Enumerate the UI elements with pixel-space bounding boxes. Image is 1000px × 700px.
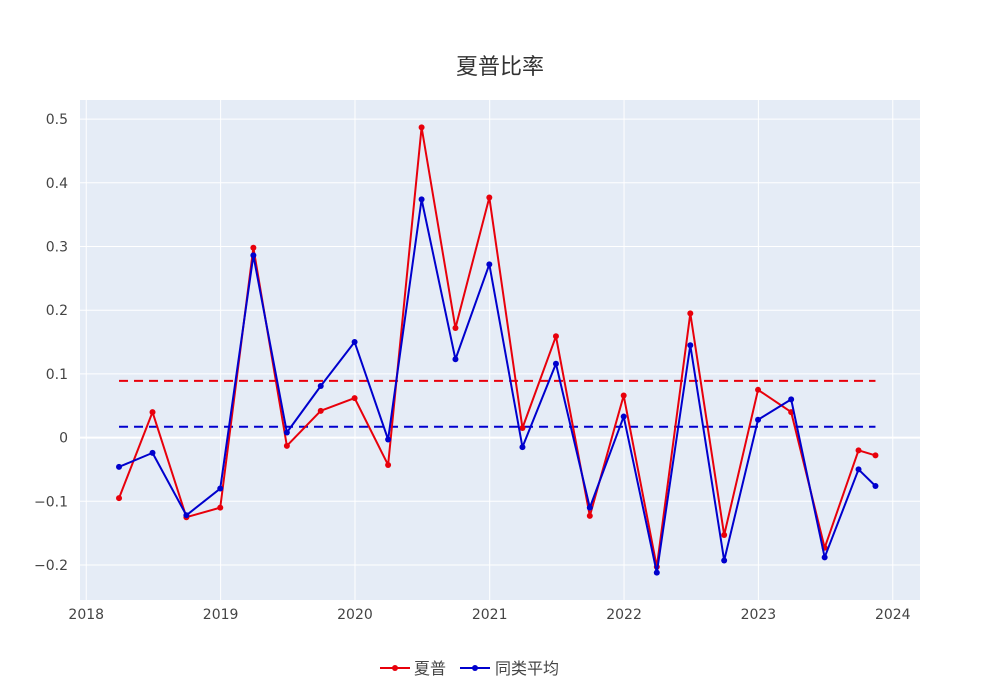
legend-label: 夏普 bbox=[414, 659, 446, 678]
data-point[interactable] bbox=[721, 532, 728, 539]
data-point[interactable] bbox=[821, 554, 828, 561]
data-point[interactable] bbox=[872, 482, 879, 489]
legend-item[interactable]: 夏普 bbox=[380, 659, 446, 678]
data-point[interactable] bbox=[217, 504, 224, 511]
series-group bbox=[116, 196, 879, 576]
data-point[interactable] bbox=[317, 382, 324, 389]
data-point[interactable] bbox=[418, 124, 425, 131]
data-point[interactable] bbox=[250, 244, 257, 251]
data-point[interactable] bbox=[552, 333, 559, 340]
data-point[interactable] bbox=[586, 512, 593, 519]
data-point[interactable] bbox=[552, 360, 559, 367]
data-point[interactable] bbox=[116, 463, 123, 470]
data-point[interactable] bbox=[721, 557, 728, 564]
x-tick-label: 2018 bbox=[68, 607, 104, 623]
data-point[interactable] bbox=[755, 386, 762, 393]
data-point[interactable] bbox=[183, 512, 190, 519]
y-tick-label: 0.3 bbox=[46, 239, 68, 255]
data-point[interactable] bbox=[519, 444, 526, 451]
data-point[interactable] bbox=[217, 485, 224, 492]
data-point[interactable] bbox=[519, 425, 526, 432]
x-tick-label: 2024 bbox=[875, 607, 911, 623]
data-point[interactable] bbox=[586, 504, 593, 511]
data-point[interactable] bbox=[653, 569, 660, 576]
legend-swatch-marker bbox=[472, 665, 478, 671]
y-tick-label: −0.2 bbox=[34, 558, 68, 574]
x-axis-ticks: 2018 2019 2020 2021 2022 2023 2024 bbox=[68, 607, 910, 623]
legend-label: 同类平均 bbox=[495, 659, 559, 678]
data-point[interactable] bbox=[317, 407, 324, 414]
y-axis-ticks: −0.2 −0.1 0 0.1 0.2 0.3 0.4 0.5 bbox=[34, 112, 68, 574]
y-tick-label: 0.1 bbox=[46, 367, 68, 383]
legend: 夏普 同类平均 bbox=[380, 659, 559, 678]
y-tick-label: −0.1 bbox=[34, 494, 68, 510]
x-tick-label: 2022 bbox=[606, 607, 642, 623]
data-point[interactable] bbox=[149, 449, 156, 456]
data-point[interactable] bbox=[250, 252, 257, 259]
series-layer bbox=[116, 124, 879, 576]
data-point[interactable] bbox=[872, 452, 879, 459]
legend-swatch-marker bbox=[392, 665, 398, 671]
data-point[interactable] bbox=[452, 356, 459, 363]
data-point[interactable] bbox=[351, 395, 358, 402]
data-point[interactable] bbox=[385, 436, 392, 443]
x-tick-label: 2023 bbox=[741, 607, 777, 623]
data-point[interactable] bbox=[755, 416, 762, 423]
data-point[interactable] bbox=[788, 396, 795, 403]
data-point[interactable] bbox=[855, 466, 862, 473]
data-point[interactable] bbox=[116, 495, 123, 502]
data-point[interactable] bbox=[452, 325, 459, 332]
x-tick-label: 2021 bbox=[472, 607, 508, 623]
legend-item[interactable]: 同类平均 bbox=[460, 659, 559, 678]
y-tick-label: 0.5 bbox=[46, 112, 68, 128]
y-tick-label: 0.4 bbox=[46, 176, 68, 192]
plot-area bbox=[80, 100, 920, 600]
data-point[interactable] bbox=[385, 461, 392, 468]
data-point[interactable] bbox=[855, 447, 862, 454]
y-tick-label: 0.2 bbox=[46, 303, 68, 319]
data-point[interactable] bbox=[149, 409, 156, 416]
x-tick-label: 2019 bbox=[203, 607, 239, 623]
data-point[interactable] bbox=[283, 429, 290, 436]
data-point[interactable] bbox=[687, 310, 694, 317]
data-point[interactable] bbox=[687, 342, 694, 349]
data-point[interactable] bbox=[351, 339, 358, 346]
data-point[interactable] bbox=[620, 392, 627, 399]
chart-title: 夏普比率 bbox=[456, 55, 544, 80]
data-point[interactable] bbox=[620, 413, 627, 420]
series-line bbox=[118, 198, 877, 574]
data-point[interactable] bbox=[486, 261, 493, 268]
y-tick-label: 0 bbox=[59, 431, 68, 447]
grid-lines bbox=[80, 100, 920, 600]
data-point[interactable] bbox=[283, 442, 290, 449]
x-tick-label: 2020 bbox=[337, 607, 373, 623]
data-point[interactable] bbox=[486, 194, 493, 201]
data-point[interactable] bbox=[418, 196, 425, 203]
